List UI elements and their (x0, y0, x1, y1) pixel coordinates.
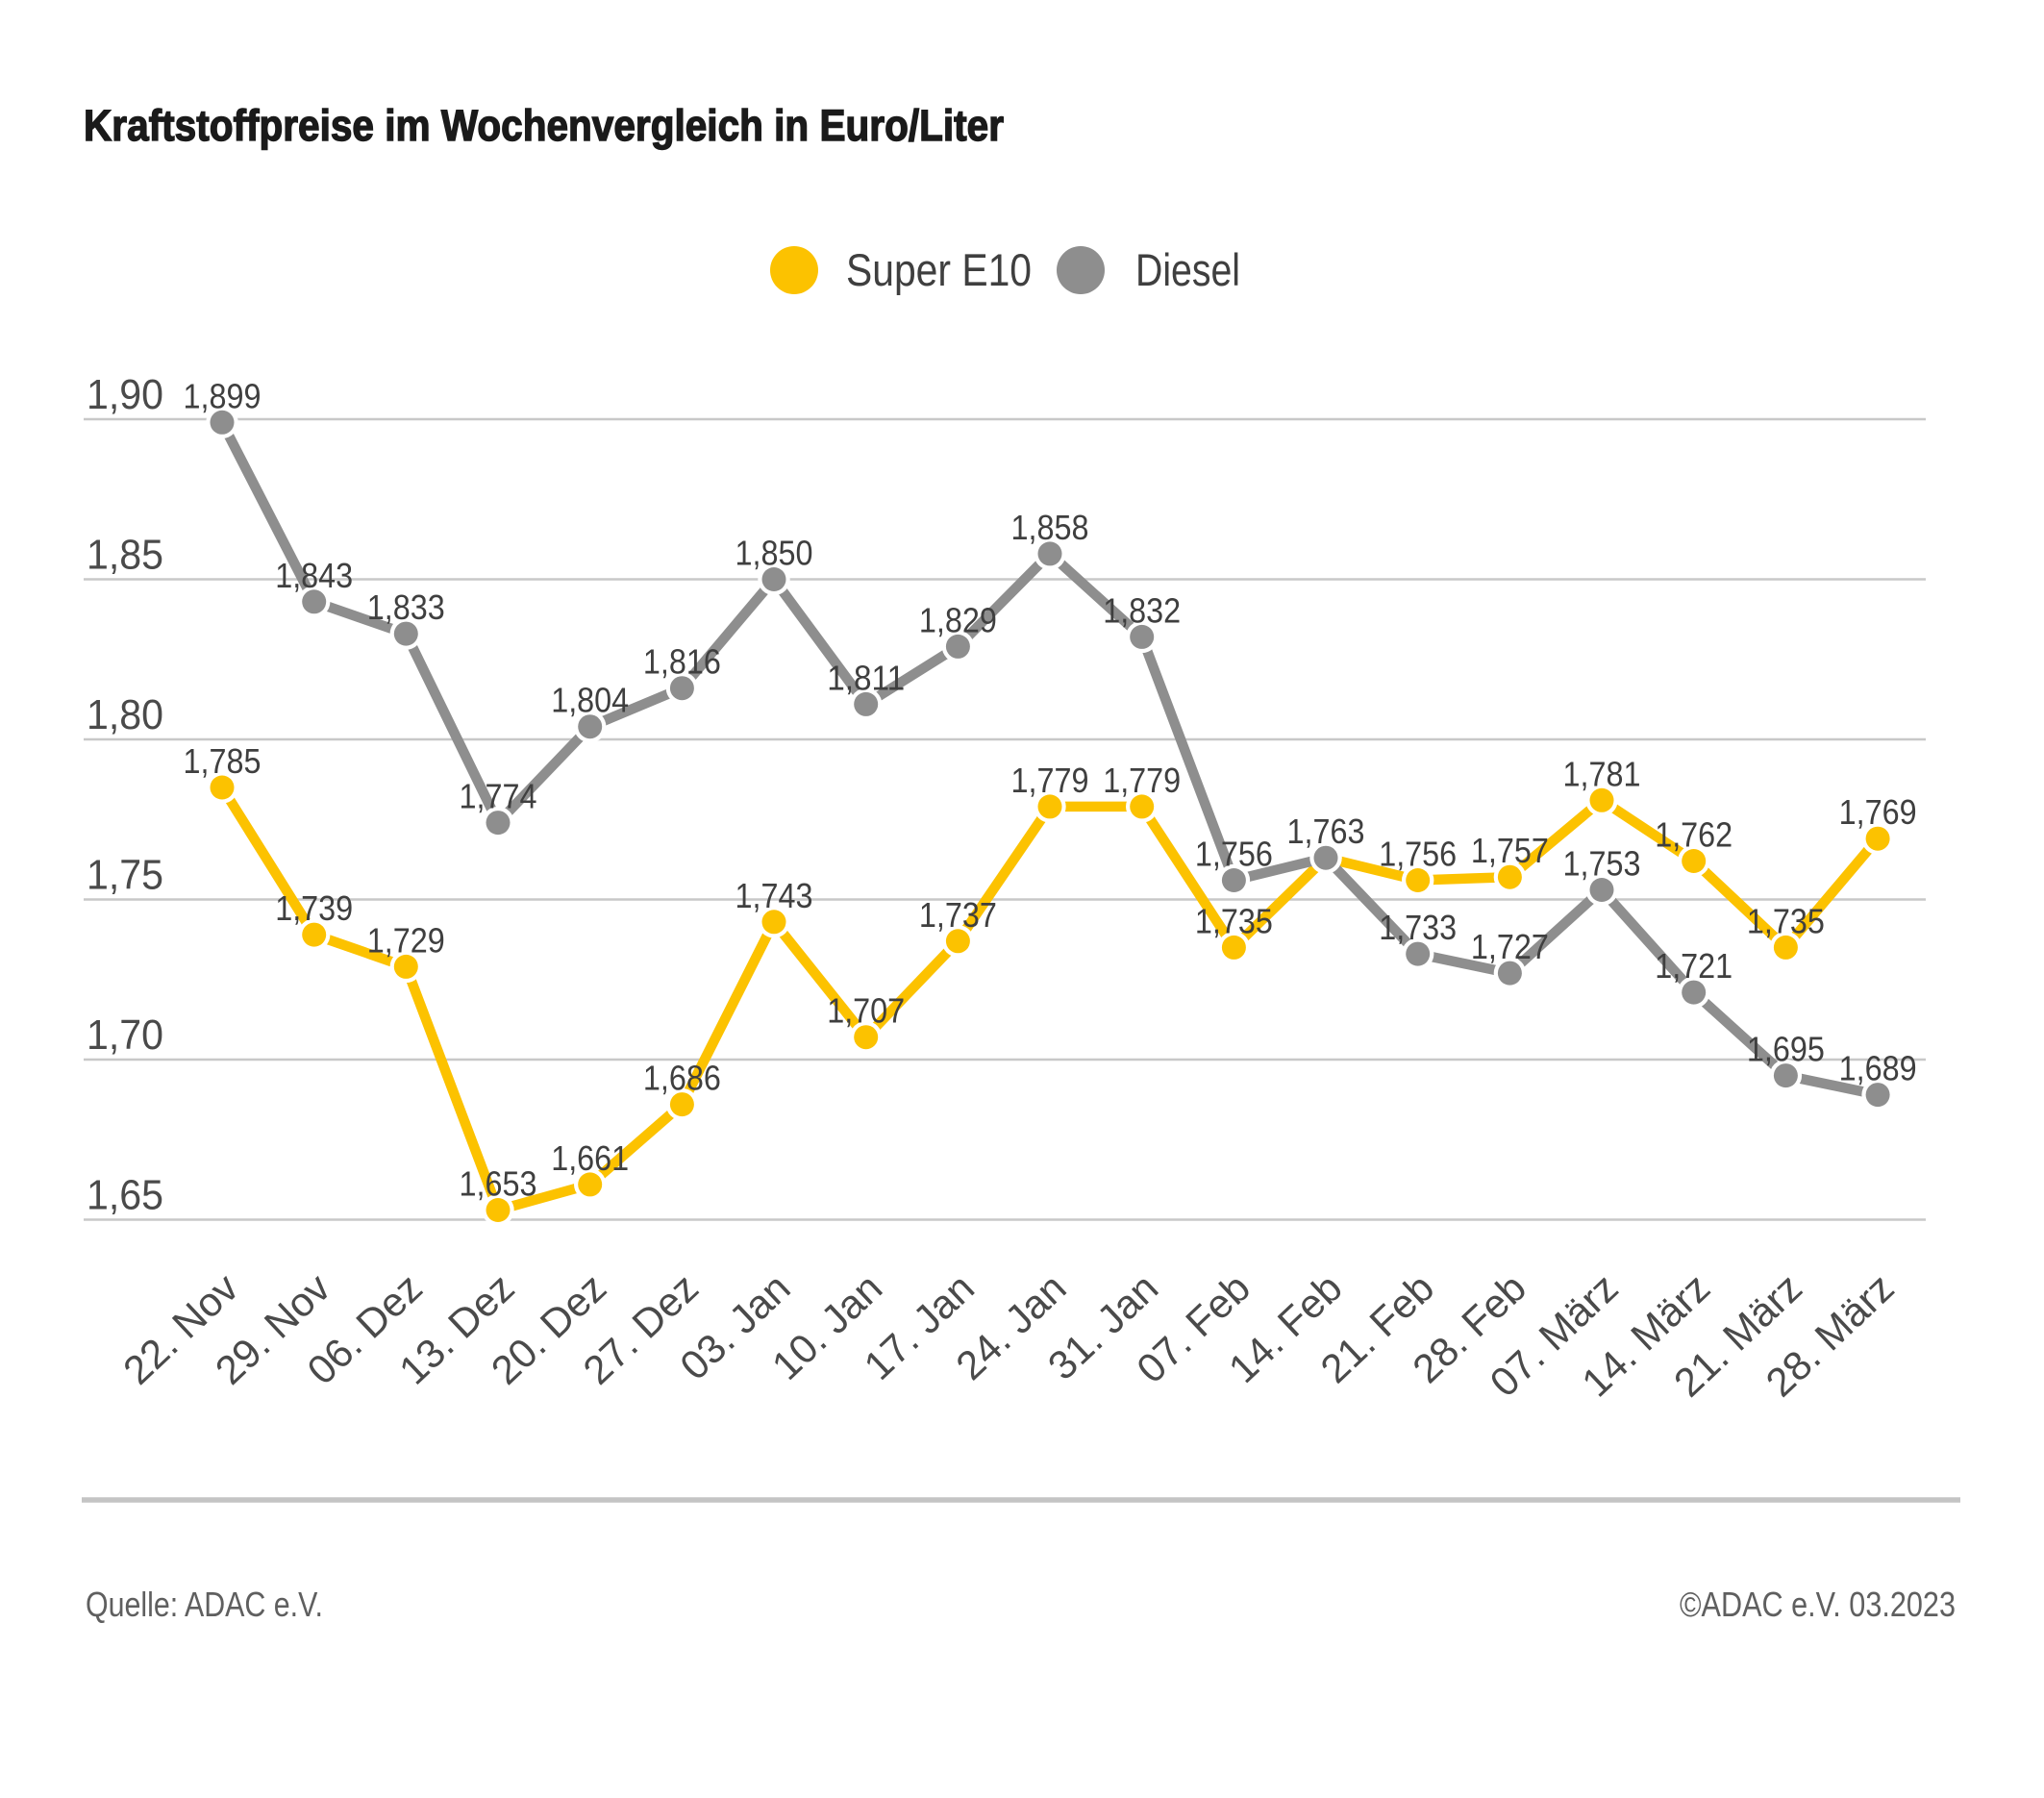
svg-text:1,653: 1,653 (460, 1164, 537, 1204)
svg-text:1,781: 1,781 (1563, 754, 1641, 793)
svg-text:1,733: 1,733 (1379, 908, 1457, 947)
svg-text:1,899: 1,899 (184, 376, 262, 415)
svg-text:1,774: 1,774 (460, 777, 537, 816)
svg-text:1,832: 1,832 (1103, 590, 1181, 630)
svg-text:1,743: 1,743 (735, 876, 813, 915)
svg-text:1,689: 1,689 (1839, 1049, 1917, 1088)
svg-text:1,829: 1,829 (919, 600, 997, 639)
svg-text:1,762: 1,762 (1655, 815, 1732, 855)
svg-text:1,843: 1,843 (275, 556, 353, 595)
svg-text:1,729: 1,729 (367, 920, 445, 960)
svg-text:1,65: 1,65 (87, 1172, 163, 1219)
svg-text:1,804: 1,804 (551, 681, 629, 720)
svg-text:1,735: 1,735 (1747, 901, 1825, 940)
svg-text:1,816: 1,816 (643, 642, 721, 682)
svg-text:1,769: 1,769 (1839, 792, 1917, 832)
svg-text:1,756: 1,756 (1195, 835, 1273, 874)
svg-text:1,757: 1,757 (1471, 831, 1549, 870)
svg-text:1,90: 1,90 (87, 371, 163, 418)
svg-text:1,70: 1,70 (87, 1011, 163, 1059)
svg-text:1,763: 1,763 (1287, 812, 1365, 851)
svg-text:1,785: 1,785 (184, 741, 262, 781)
svg-text:1,833: 1,833 (367, 587, 445, 627)
svg-text:1,686: 1,686 (643, 1059, 721, 1098)
svg-text:1,661: 1,661 (551, 1138, 629, 1178)
svg-text:©ADAC e.V. 03.2023: ©ADAC e.V. 03.2023 (1680, 1585, 1956, 1624)
svg-text:1,753: 1,753 (1563, 844, 1641, 884)
svg-text:Super E10: Super E10 (846, 244, 1032, 295)
svg-text:1,779: 1,779 (1103, 761, 1181, 800)
svg-text:Kraftstoffpreise im Wochenverg: Kraftstoffpreise im Wochenvergleich in E… (84, 101, 1004, 150)
svg-text:1,737: 1,737 (919, 895, 997, 935)
svg-text:1,850: 1,850 (735, 534, 813, 573)
svg-text:1,80: 1,80 (87, 691, 163, 738)
svg-text:1,695: 1,695 (1747, 1030, 1825, 1069)
svg-text:1,739: 1,739 (275, 888, 353, 928)
svg-text:1,811: 1,811 (827, 658, 905, 697)
svg-text:1,721: 1,721 (1655, 946, 1732, 986)
svg-text:1,779: 1,779 (1011, 761, 1089, 800)
svg-text:1,858: 1,858 (1011, 508, 1089, 547)
svg-text:Diesel: Diesel (1135, 244, 1240, 295)
svg-text:1,75: 1,75 (87, 852, 163, 899)
svg-text:1,756: 1,756 (1379, 835, 1457, 874)
svg-text:1,707: 1,707 (827, 991, 905, 1031)
svg-text:Quelle: ADAC e.V.: Quelle: ADAC e.V. (86, 1585, 323, 1624)
svg-text:1,735: 1,735 (1195, 901, 1273, 940)
svg-text:1,85: 1,85 (87, 532, 163, 579)
svg-text:1,727: 1,727 (1471, 927, 1549, 966)
